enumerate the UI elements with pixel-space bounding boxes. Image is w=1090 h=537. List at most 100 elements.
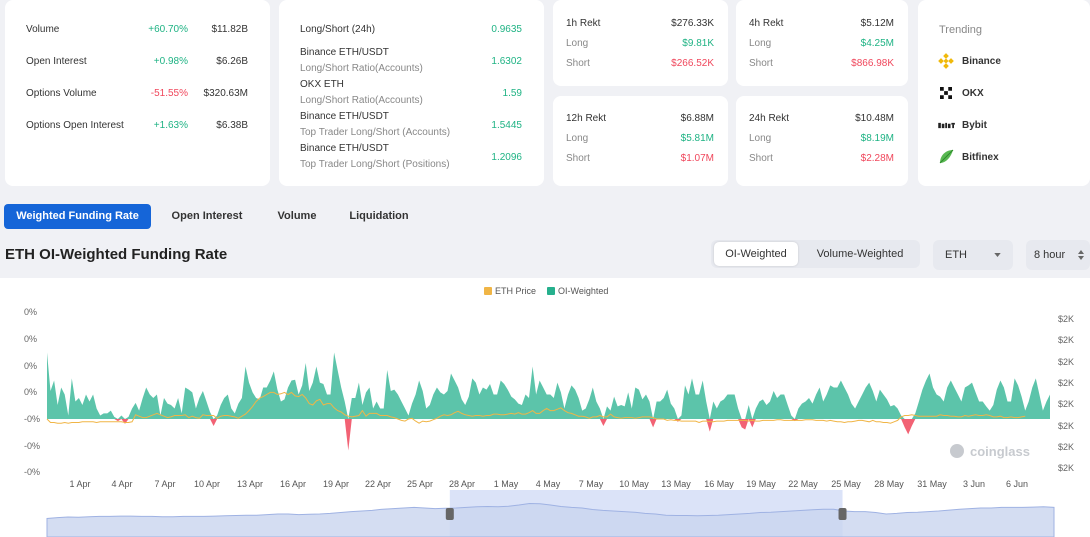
x-tick-label: 28 Apr	[449, 479, 475, 489]
stat-change: +1.63%	[153, 120, 188, 131]
ratio-subtitle: Long/Short Ratio(Accounts)	[300, 95, 423, 106]
rekt-title-label: 24h Rekt	[749, 113, 790, 124]
navigator-handle-left[interactable]	[445, 508, 454, 520]
ratio-subtitle: Long/Short Ratio(Accounts)	[300, 63, 423, 74]
rekt-long-value: $8.19M	[860, 133, 894, 144]
y-right-tick-label: $2K	[1058, 442, 1074, 452]
oi-weighted-negative-area	[47, 419, 1050, 451]
market-stats-card: Volume +60.70% $11.82B Open Interest +0.98% $…	[5, 0, 270, 186]
stat-label: Options Volume	[26, 88, 97, 99]
rekt-title-label: 12h Rekt	[566, 113, 607, 124]
legend-label-oi-weighted[interactable]: OI-Weighted	[558, 286, 608, 296]
coin-select[interactable]: ETH	[933, 240, 1013, 270]
ratio-subtitle: Top Trader Long/Short (Accounts)	[300, 127, 451, 138]
chart-panel: ETH Price OI-Weighted 0% 0% 0% 0% -0% -0% -0% …	[0, 278, 1090, 537]
y-right-tick-label: $2K	[1058, 399, 1074, 409]
rekt-long-value: $9.81K	[682, 38, 714, 49]
x-tick-label: 10 May	[619, 479, 649, 489]
trending-item-bybit[interactable]: Bybit	[938, 117, 1078, 135]
x-axis: 1 Apr 4 Apr 7 Apr 10 Apr 13 Apr 16 Apr 19 Apr 2…	[69, 479, 1028, 489]
stepper-icon	[1078, 250, 1084, 260]
y-left-tick-label: -0%	[24, 467, 40, 477]
long-short-24h-label: Long/Short (24h)	[300, 24, 376, 35]
long-short-ratio-card: Long/Short (24h) 0.9635 Binance ETH/USDT…	[279, 0, 544, 186]
ratio-title: Binance ETH/USDT	[300, 143, 389, 154]
tab-weighted-funding-rate[interactable]: Weighted Funding Rate	[4, 204, 151, 229]
ratio-value: 1.6302	[491, 56, 522, 67]
x-tick-label: 1 Apr	[69, 479, 90, 489]
bybit-icon	[938, 122, 955, 129]
rekt-long-label: Long	[566, 133, 589, 144]
rekt-long-label: Long	[749, 38, 772, 49]
tab-volume[interactable]: Volume	[277, 210, 317, 222]
stat-change: -51.55%	[150, 88, 188, 99]
tab-liquidation[interactable]: Liquidation	[349, 210, 409, 222]
x-tick-label: 3 Jun	[963, 479, 985, 489]
y-right-tick-label: $2K	[1058, 314, 1074, 324]
funding-rate-chart: ETH Price OI-Weighted 0%0%0%0%-0%-0%-0% …	[24, 286, 1074, 537]
rekt-short-label: Short	[566, 153, 590, 164]
chevron-down-icon	[994, 253, 1001, 257]
y-left-tick-label: 0%	[24, 387, 37, 397]
trending-item-okx[interactable]: OKX	[938, 85, 1078, 103]
interval-select[interactable]: 8 hour	[1026, 240, 1090, 270]
trending-item-bitfinex[interactable]: Bitfinex	[938, 149, 1078, 167]
trending-title: Trending	[939, 24, 983, 36]
legend-swatch-oi-weighted	[547, 287, 555, 295]
rekt-short-value: $866.98K	[851, 58, 894, 69]
ratio-value: 1.5445	[491, 120, 522, 131]
coinglass-watermark: coinglass	[950, 444, 1030, 459]
rekt-long-value: $5.81M	[680, 133, 714, 144]
range-navigator[interactable]	[46, 490, 1055, 537]
rekt-short-label: Short	[749, 58, 773, 69]
y-right-tick-label: $2K	[1058, 357, 1074, 367]
ratio-title: OKX ETH	[300, 79, 344, 90]
rekt-total-value: $6.88M	[680, 113, 714, 124]
navigator-handle-right[interactable]	[838, 508, 847, 520]
rekt-short-label: Short	[566, 58, 590, 69]
x-tick-label: 13 May	[661, 479, 691, 489]
trending-item-binance[interactable]: Binance	[938, 53, 1078, 71]
y-right-tick-label: $2K	[1058, 463, 1074, 473]
ratio-value: 1.59	[502, 88, 522, 99]
trending-card: Trending Binance OKX Bybit Bitfinex	[918, 0, 1090, 186]
rekt-short-value: $266.52K	[671, 58, 714, 69]
trending-item-label: OKX	[962, 88, 984, 99]
stat-change: +60.70%	[148, 24, 188, 35]
ratio-title: Binance ETH/USDT	[300, 111, 389, 122]
stat-value: $11.82B	[211, 24, 248, 35]
y-left-tick-label: 0%	[24, 307, 37, 317]
x-tick-label: 19 Apr	[323, 479, 349, 489]
rekt-short-value: $2.28M	[860, 153, 894, 164]
funding-rate-series	[47, 352, 1050, 451]
y-axis-left: 0% 0% 0% 0% -0% -0% -0%	[24, 307, 40, 477]
tab-open-interest[interactable]: Open Interest	[171, 210, 243, 222]
y-right-tick-label: $2K	[1058, 421, 1074, 431]
rekt-title-label: 4h Rekt	[749, 18, 784, 29]
binance-icon	[938, 53, 954, 69]
x-tick-label: 13 Apr	[237, 479, 263, 489]
y-right-tick-label: $2K	[1058, 378, 1074, 388]
x-tick-label: 25 Apr	[407, 479, 433, 489]
legend-swatch-eth-price	[484, 287, 492, 295]
x-tick-label: 10 Apr	[194, 479, 220, 489]
stat-label: Open Interest	[26, 56, 87, 67]
coin-select-value: ETH	[945, 249, 967, 261]
rekt-total-value: $5.12M	[860, 18, 894, 29]
rekt-card-24h: 24h Rekt $10.48M Long $8.19M Short $2.28M	[736, 96, 908, 186]
oi-weighted-positive-area	[47, 352, 1050, 419]
eth-price-line	[46, 391, 1026, 424]
x-tick-label: 4 May	[536, 479, 561, 489]
coinglass-logo-icon	[950, 444, 964, 458]
stat-change: +0.98%	[153, 56, 188, 67]
legend-label-eth-price[interactable]: ETH Price	[495, 286, 536, 296]
volume-weighted-button[interactable]: Volume-Weighted	[816, 248, 904, 260]
weighting-toggle: OI-Weighted Volume-Weighted	[711, 240, 920, 268]
x-tick-label: 4 Apr	[111, 479, 132, 489]
oi-weighted-button[interactable]: OI-Weighted	[714, 242, 798, 266]
rekt-card-1h: 1h Rekt $276.33K Long $9.81K Short $266.52K	[553, 0, 728, 86]
rekt-long-value: $4.25M	[860, 38, 894, 49]
x-tick-label: 7 Apr	[154, 479, 175, 489]
ratio-title: Binance ETH/USDT	[300, 47, 389, 58]
ratio-value: 1.2096	[491, 152, 522, 163]
